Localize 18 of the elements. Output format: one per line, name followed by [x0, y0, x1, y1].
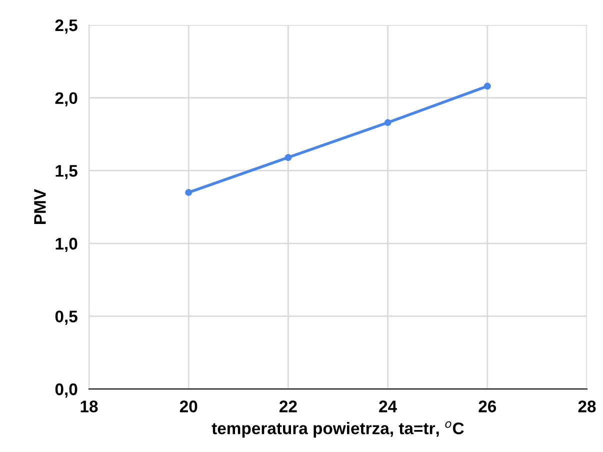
y-tick-label: 0,0 — [55, 383, 78, 398]
x-tick-label: 24 — [379, 400, 397, 412]
x-tick-label: 28 — [578, 400, 596, 412]
x-axis-title: temperatura powietrza, ta=tr, $^{o}$C — [212, 421, 464, 438]
y-tick-label: 2,5 — [55, 19, 78, 34]
y-tick-label: 1,5 — [56, 165, 78, 180]
y-axis-title: PMV — [34, 189, 46, 224]
y-tick-label: 2,0 — [55, 92, 78, 106]
y-tick-label: 1,0 — [56, 238, 78, 252]
point — [284, 154, 292, 161]
x-tick-label: 18 — [80, 400, 98, 412]
point — [384, 119, 392, 126]
point — [185, 188, 192, 196]
x-tick-label: 26 — [478, 400, 496, 412]
y-tick-label: 0,5 — [55, 310, 78, 325]
x-tick-label: 22 — [280, 400, 297, 412]
x-tick-label: 20 — [180, 400, 198, 412]
point — [484, 82, 491, 90]
